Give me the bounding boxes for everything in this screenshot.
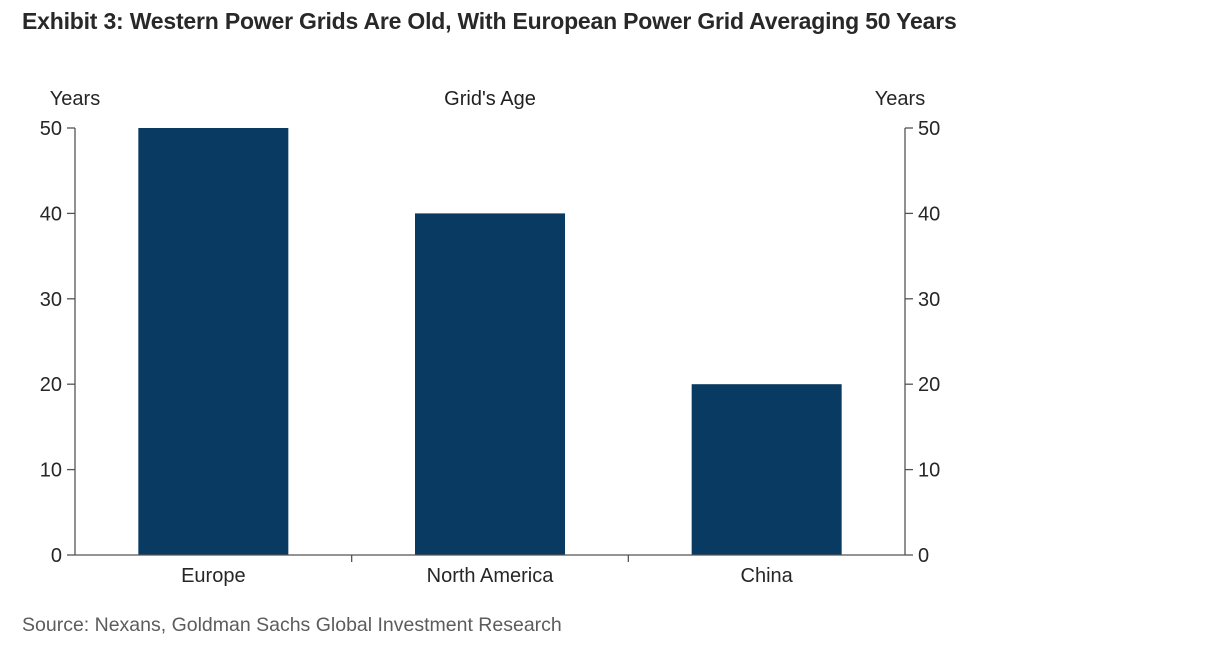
category-label: Europe [181, 565, 246, 587]
y-tick-label-left: 30 [40, 289, 62, 311]
bar-europe [138, 128, 289, 555]
y-tick-label-left: 10 [40, 460, 62, 482]
bar-china [691, 384, 842, 555]
y-tick-label-left: 20 [40, 374, 62, 396]
source-note: Source: Nexans, Goldman Sachs Global Inv… [22, 614, 562, 636]
y-axis-unit-left: Years [50, 88, 100, 110]
y-tick-label-right: 30 [918, 289, 940, 311]
y-axis-unit-right: Years [875, 88, 925, 110]
category-label: China [741, 565, 794, 587]
exhibit-title: Exhibit 3: Western Power Grids Are Old, … [22, 8, 957, 34]
y-tick-label-right: 0 [918, 545, 929, 567]
y-tick-label-left: 50 [40, 118, 62, 140]
y-tick-label-right: 20 [918, 374, 940, 396]
y-tick-label-left: 0 [51, 545, 62, 567]
y-tick-label-left: 40 [40, 203, 62, 225]
y-tick-label-right: 40 [918, 203, 940, 225]
chart-title: Grid's Age [444, 88, 536, 110]
bar-chart: Europe North America China 0 0 10 10 20 20 30 30 40… [40, 88, 941, 587]
y-tick-label-right: 10 [918, 460, 940, 482]
bar-north-america [415, 213, 565, 555]
category-label: North America [427, 565, 555, 587]
y-tick-label-right: 50 [918, 118, 940, 140]
